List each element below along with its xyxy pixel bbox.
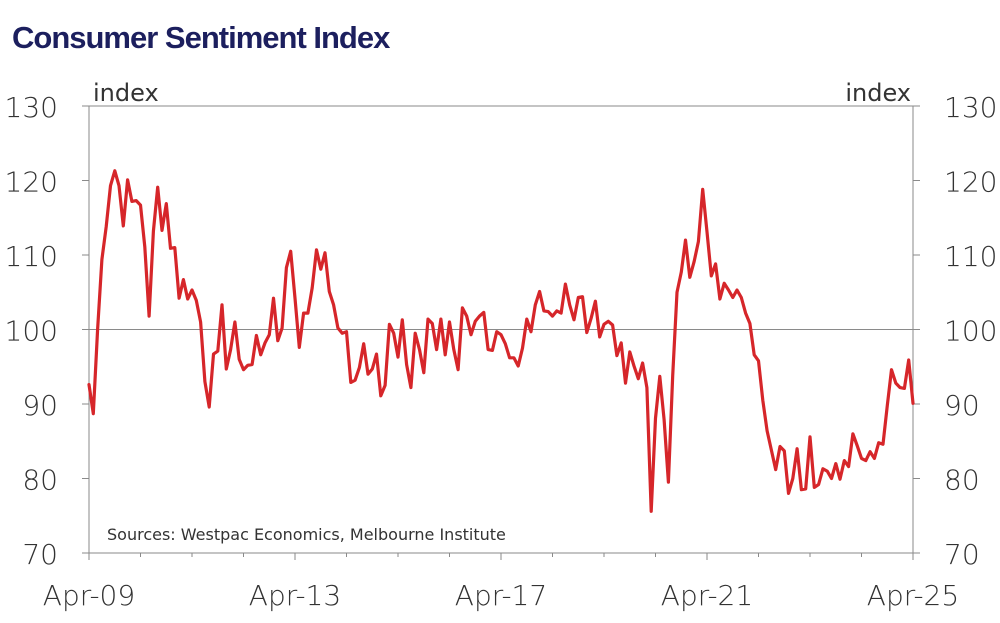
source-note: Sources: Westpac Economics, Melbourne In…: [107, 525, 506, 544]
y-axis-left: 70 80 90 100 110 120 130: [5, 91, 89, 571]
y-tick-label-right: 100: [944, 315, 997, 348]
y-tick-label-left: 130: [5, 91, 58, 124]
series-layer: [87, 169, 915, 513]
y-axis-right: 70 80 90 100 110 120 130: [913, 91, 997, 571]
y-tick-label-right: 70: [944, 538, 980, 571]
x-tick-label: Apr-25: [867, 579, 959, 612]
y-tick-label-left: 120: [5, 166, 58, 199]
y-tick-label-left: 70: [22, 538, 58, 571]
y-tick-label-right: 80: [944, 464, 980, 497]
y-axis-label-left: index: [93, 79, 159, 107]
y-tick-label-left: 110: [5, 240, 58, 273]
x-tick-label: Apr-09: [43, 579, 135, 612]
x-tick-label: Apr-13: [249, 579, 341, 612]
y-tick-label-right: 120: [944, 166, 997, 199]
x-axis: Apr-09 Apr-13 Apr-17 Apr-21 Apr-25: [43, 553, 959, 612]
series-line-consumer-sentiment: [87, 169, 915, 513]
chart-title: Consumer Sentiment Index: [12, 20, 390, 55]
x-tick-label: Apr-17: [455, 579, 547, 612]
y-tick-label-right: 110: [944, 240, 997, 273]
x-tick-label: Apr-21: [661, 579, 753, 612]
y-axis-label-right: index: [845, 79, 911, 107]
y-tick-label-left: 100: [5, 315, 58, 348]
y-tick-label-right: 130: [944, 91, 997, 124]
y-tick-label-left: 80: [22, 464, 58, 497]
y-tick-label-left: 90: [22, 389, 58, 422]
y-tick-label-right: 90: [944, 389, 980, 422]
